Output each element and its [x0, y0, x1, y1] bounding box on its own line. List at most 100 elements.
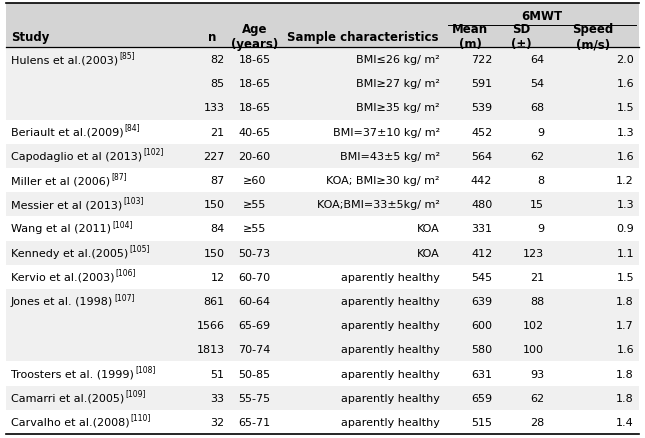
Text: aparently healthy: aparently healthy	[341, 369, 440, 379]
Text: BMI=37±10 kg/ m²: BMI=37±10 kg/ m²	[333, 127, 440, 138]
Text: Carvalho et al.(2008): Carvalho et al.(2008)	[11, 417, 130, 427]
Text: 65-71: 65-71	[239, 417, 270, 427]
Text: 55-75: 55-75	[239, 393, 270, 403]
Text: 21: 21	[530, 272, 544, 282]
Text: 1.7: 1.7	[616, 321, 634, 330]
Text: [85]: [85]	[119, 51, 135, 60]
Text: 2.0: 2.0	[616, 55, 634, 65]
Bar	[6, 217, 639, 241]
Text: aparently healthy: aparently healthy	[341, 345, 440, 354]
Text: n: n	[208, 31, 216, 44]
Text: [107]: [107]	[114, 292, 135, 301]
Text: Speed
(m/s): Speed (m/s)	[573, 23, 614, 51]
Text: SD
(±): SD (±)	[511, 23, 531, 51]
Text: 1.8: 1.8	[616, 393, 634, 403]
Text: 82: 82	[210, 55, 224, 65]
Text: 60-64: 60-64	[239, 296, 270, 306]
Text: 1.3: 1.3	[617, 200, 634, 210]
Text: 62: 62	[530, 152, 544, 162]
Text: 8: 8	[537, 176, 544, 186]
Text: 70-74: 70-74	[238, 345, 271, 354]
Text: 20-60: 20-60	[239, 152, 270, 162]
Text: 1.4: 1.4	[616, 417, 634, 427]
Text: 227: 227	[203, 152, 224, 162]
Bar	[6, 4, 639, 48]
Text: [84]: [84]	[124, 123, 140, 132]
Text: 580: 580	[471, 345, 492, 354]
Text: KOA: KOA	[417, 224, 440, 234]
Text: 28: 28	[530, 417, 544, 427]
Text: 1.6: 1.6	[617, 345, 634, 354]
Text: 564: 564	[471, 152, 492, 162]
Text: 51: 51	[210, 369, 224, 379]
Text: [106]: [106]	[115, 268, 136, 277]
Text: 102: 102	[523, 321, 544, 330]
Text: ≥55: ≥55	[243, 200, 266, 210]
Text: aparently healthy: aparently healthy	[341, 296, 440, 306]
Text: 1.8: 1.8	[616, 369, 634, 379]
Text: 861: 861	[203, 296, 224, 306]
Text: aparently healthy: aparently healthy	[341, 321, 440, 330]
Text: 452: 452	[471, 127, 492, 138]
Text: 442: 442	[471, 176, 492, 186]
Text: 18-65: 18-65	[239, 103, 270, 113]
Text: 1566: 1566	[197, 321, 224, 330]
Text: 64: 64	[530, 55, 544, 65]
Text: 9: 9	[537, 224, 544, 234]
Bar	[6, 362, 639, 386]
Text: 0.9: 0.9	[616, 224, 634, 234]
Bar	[6, 193, 639, 217]
Text: 84: 84	[210, 224, 224, 234]
Text: 1.6: 1.6	[617, 152, 634, 162]
Text: 331: 331	[471, 224, 492, 234]
Text: 50-85: 50-85	[239, 369, 270, 379]
Text: 1.2: 1.2	[616, 176, 634, 186]
Text: 480: 480	[471, 200, 492, 210]
Text: 631: 631	[471, 369, 492, 379]
Text: 1.3: 1.3	[617, 127, 634, 138]
Bar	[6, 338, 639, 362]
Text: Sample characteristics: Sample characteristics	[287, 31, 439, 44]
Text: ≥60: ≥60	[243, 176, 266, 186]
Text: Study: Study	[11, 31, 50, 44]
Text: 50-73: 50-73	[239, 248, 270, 258]
Text: aparently healthy: aparently healthy	[341, 417, 440, 427]
Text: [102]: [102]	[143, 147, 163, 156]
Text: 1.6: 1.6	[617, 79, 634, 89]
Text: [103]: [103]	[123, 195, 144, 205]
Text: Kennedy et al.(2005): Kennedy et al.(2005)	[11, 248, 128, 258]
Text: 85: 85	[210, 79, 224, 89]
Text: BMI≥35 kg/ m²: BMI≥35 kg/ m²	[356, 103, 440, 113]
Text: 123: 123	[523, 248, 544, 258]
Text: 600: 600	[471, 321, 492, 330]
Text: [109]: [109]	[125, 389, 146, 397]
Text: KOA: KOA	[417, 248, 440, 258]
Text: Beriault et al.(2009): Beriault et al.(2009)	[11, 127, 124, 138]
Bar	[6, 386, 639, 410]
Bar	[6, 120, 639, 145]
Text: Miller et al (2006): Miller et al (2006)	[11, 176, 110, 186]
Text: 88: 88	[530, 296, 544, 306]
Text: [104]: [104]	[112, 219, 132, 229]
Text: 150: 150	[204, 248, 224, 258]
Text: Wang et al (2011): Wang et al (2011)	[11, 224, 111, 234]
Text: BMI=43±5 kg/ m²: BMI=43±5 kg/ m²	[339, 152, 440, 162]
Text: 12: 12	[210, 272, 224, 282]
Text: 591: 591	[471, 79, 492, 89]
Text: 60-70: 60-70	[239, 272, 270, 282]
Text: [87]: [87]	[111, 171, 127, 180]
Text: 65-69: 65-69	[239, 321, 270, 330]
Text: Messier et al (2013): Messier et al (2013)	[11, 200, 123, 210]
Text: Jones et al. (1998): Jones et al. (1998)	[11, 296, 114, 306]
Text: Mean
(m): Mean (m)	[452, 23, 488, 51]
Text: Capodaglio et al (2013): Capodaglio et al (2013)	[11, 152, 142, 162]
Text: [108]: [108]	[135, 364, 155, 373]
Text: 54: 54	[530, 79, 544, 89]
Text: 133: 133	[204, 103, 224, 113]
Bar	[6, 313, 639, 338]
Text: 545: 545	[471, 272, 492, 282]
Text: 87: 87	[210, 176, 224, 186]
Text: 515: 515	[471, 417, 492, 427]
Text: ≥55: ≥55	[243, 224, 266, 234]
Text: 1.5: 1.5	[617, 103, 634, 113]
